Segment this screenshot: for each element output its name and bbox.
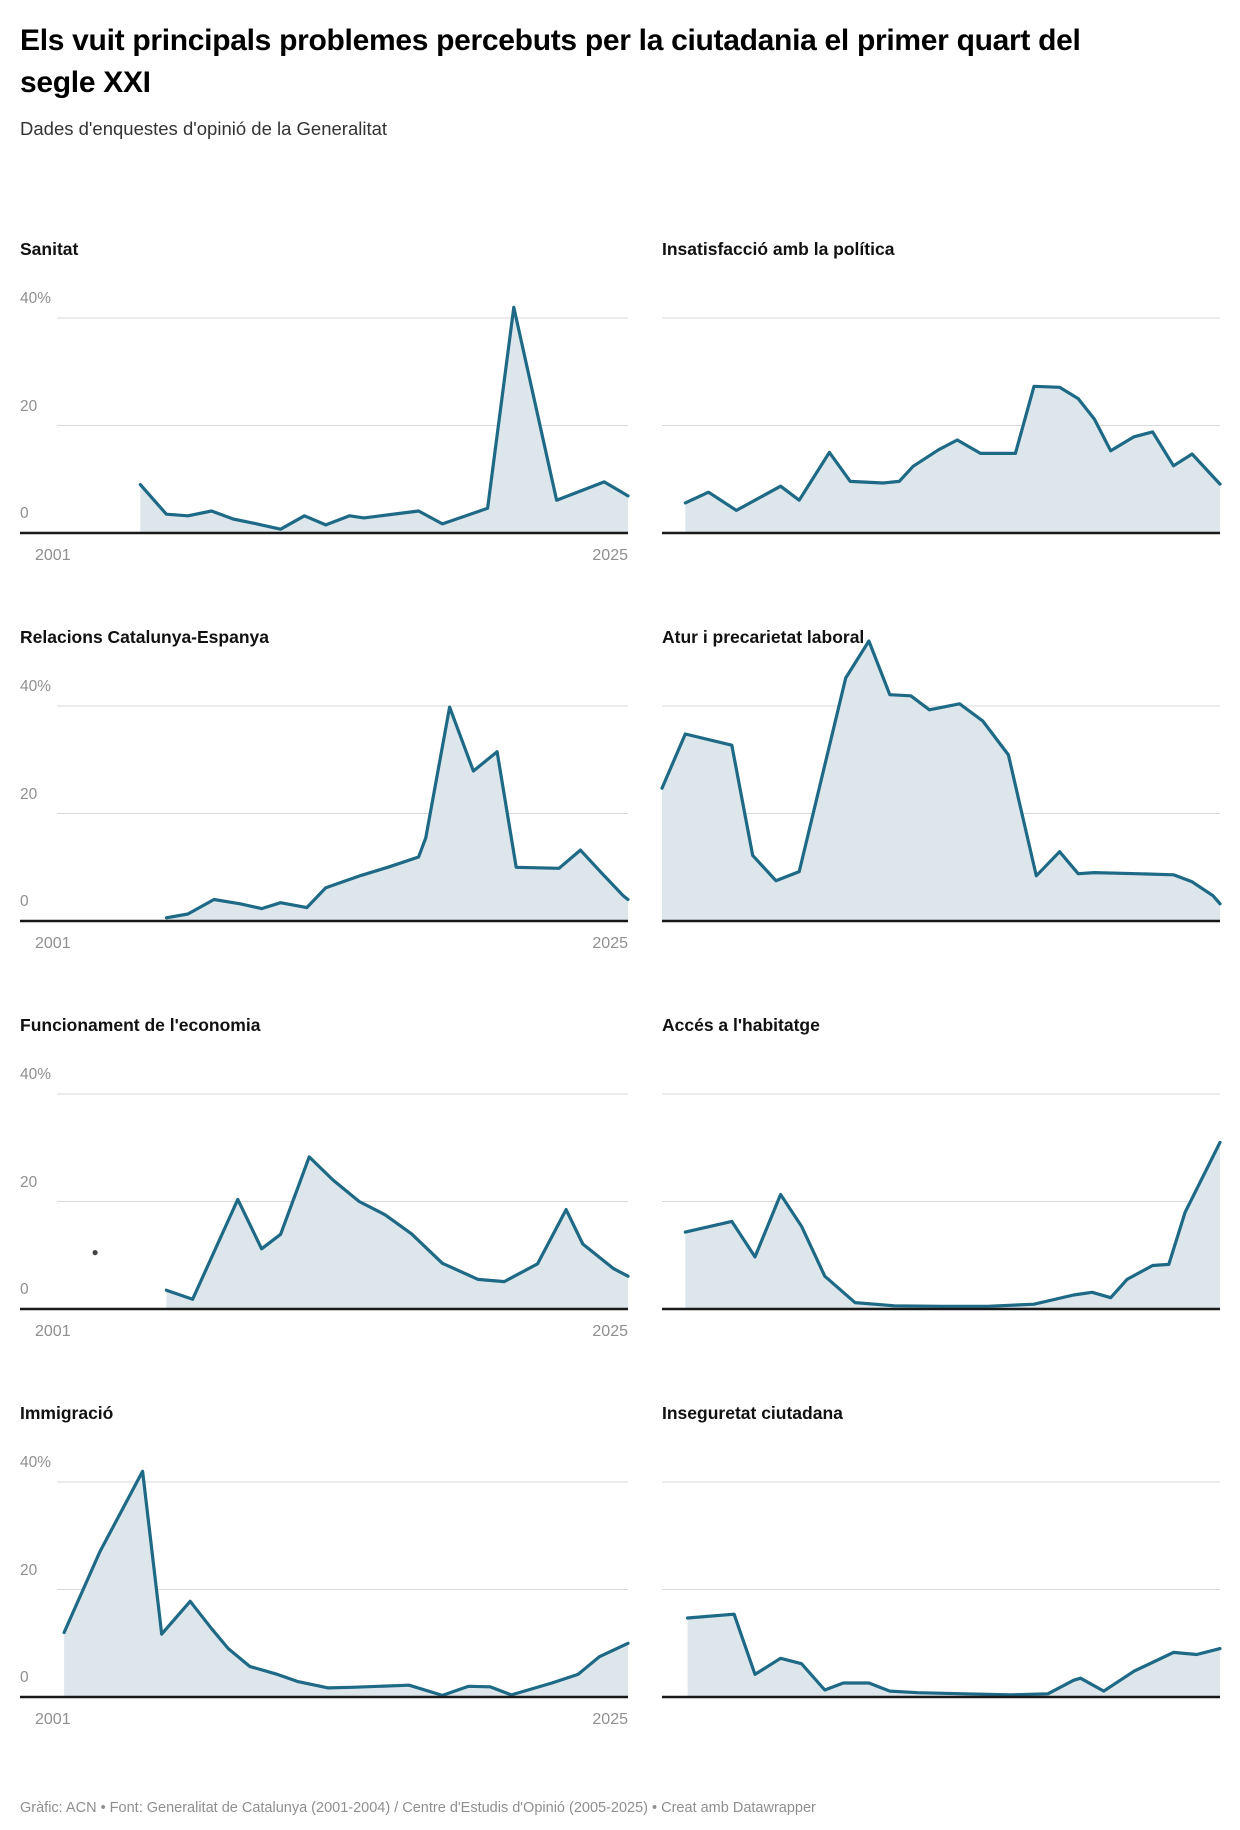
chart-cell-inseguretat: Inseguretat ciutadana bbox=[662, 1401, 1222, 1789]
y-axis-label-0: 0 bbox=[20, 505, 29, 523]
y-axis-label-20: 20 bbox=[20, 1174, 38, 1192]
small-multiples-grid: Sanitat 40% 20 0 2001 2025 Insatisfacció… bbox=[0, 237, 1240, 1789]
y-axis-label-40: 40% bbox=[20, 290, 52, 308]
chart-title-atur: Atur i precarietat laboral bbox=[662, 627, 865, 648]
chart-title-habitatge: Accés a l'habitatge bbox=[662, 1015, 820, 1036]
chart-title-inseguretat: Inseguretat ciutadana bbox=[662, 1403, 843, 1424]
chart-insatisfaccio-politica bbox=[662, 248, 1222, 538]
chart-title-relacions: Relacions Catalunya-Espanya bbox=[20, 627, 269, 648]
x-axis-labels: 2001 2025 bbox=[20, 546, 628, 572]
y-axis-label-20: 20 bbox=[20, 398, 38, 416]
page-subtitle: Dades d'enquestes d'opinió de la General… bbox=[20, 118, 388, 139]
chart-cell-insatisfaccio: Insatisfacció amb la política bbox=[662, 237, 1222, 625]
x-axis-labels: 2001 2025 bbox=[20, 1710, 628, 1736]
x-axis-label-last: 2025 bbox=[592, 547, 628, 565]
chart-relacions-catalunya-espanya: 40% 20 0 bbox=[20, 636, 630, 926]
y-axis-label-40: 40% bbox=[20, 1066, 52, 1084]
y-axis-label-20: 20 bbox=[20, 786, 38, 804]
x-axis-label-last: 2025 bbox=[592, 1711, 628, 1729]
chart-header: Els vuit principals problemes percebuts … bbox=[0, 20, 1240, 140]
chart-row-4: Immigració 40% 20 0 2001 2025 Insegureta… bbox=[0, 1401, 1240, 1789]
chart-title-immigracio: Immigració bbox=[20, 1403, 114, 1424]
sanitat-area-chart bbox=[20, 305, 630, 535]
x-axis-label-last: 2025 bbox=[592, 1323, 628, 1341]
chart-acces-habitatge bbox=[662, 1024, 1222, 1314]
chart-immigracio: 40% 20 0 bbox=[20, 1412, 630, 1702]
x-axis-label-last: 2025 bbox=[592, 935, 628, 953]
chart-sanitat: 40% 20 0 bbox=[20, 248, 630, 538]
immigracio-area-chart bbox=[20, 1469, 630, 1699]
y-axis-label-40: 40% bbox=[20, 678, 52, 696]
chart-cell-economia: Funcionament de l'economia 40% 20 0 2001… bbox=[20, 1013, 630, 1401]
y-axis-label-0: 0 bbox=[20, 1281, 29, 1299]
x-axis-label-first: 2001 bbox=[35, 935, 71, 953]
x-axis-labels: 2001 2025 bbox=[20, 1322, 628, 1348]
y-axis-label-20: 20 bbox=[20, 1562, 38, 1580]
atur-area-chart bbox=[660, 639, 1222, 923]
y-axis-label-0: 0 bbox=[20, 1669, 29, 1687]
inseguretat-area-chart bbox=[662, 1481, 1222, 1699]
chart-funcionament-economia: 40% 20 0 bbox=[20, 1024, 630, 1314]
chart-atur-precarietat bbox=[660, 636, 1222, 926]
chart-row-3: Funcionament de l'economia 40% 20 0 2001… bbox=[0, 1013, 1240, 1401]
chart-cell-sanitat: Sanitat 40% 20 0 2001 2025 bbox=[20, 237, 630, 625]
x-axis-label-first: 2001 bbox=[35, 1323, 71, 1341]
chart-cell-immigracio: Immigració 40% 20 0 2001 2025 bbox=[20, 1401, 630, 1789]
relacions-area-chart bbox=[20, 705, 630, 923]
economia-area-chart bbox=[20, 1093, 630, 1311]
x-axis-label-first: 2001 bbox=[35, 1711, 71, 1729]
x-axis-labels: 2001 2025 bbox=[20, 934, 628, 960]
insatisfaccio-area-chart bbox=[662, 317, 1222, 535]
chart-credit-footer: Gràfic: ACN • Font: Generalitat de Catal… bbox=[20, 1800, 816, 1817]
x-axis-label-first: 2001 bbox=[35, 547, 71, 565]
page-title: Els vuit principals problemes percebuts … bbox=[20, 24, 1081, 99]
chart-cell-habitatge: Accés a l'habitatge bbox=[662, 1013, 1222, 1401]
chart-row-1: Sanitat 40% 20 0 2001 2025 Insatisfacció… bbox=[0, 237, 1240, 625]
habitatge-area-chart bbox=[662, 1093, 1222, 1311]
chart-title-economia: Funcionament de l'economia bbox=[20, 1015, 261, 1036]
chart-title-sanitat: Sanitat bbox=[20, 239, 79, 260]
y-axis-label-40: 40% bbox=[20, 1454, 52, 1472]
chart-row-2: Relacions Catalunya-Espanya 40% 20 0 200… bbox=[0, 625, 1240, 1013]
chart-cell-atur: Atur i precarietat laboral bbox=[660, 625, 1222, 1013]
chart-inseguretat-ciutadana bbox=[662, 1412, 1222, 1702]
y-axis-label-0: 0 bbox=[20, 893, 29, 911]
chart-cell-relacions: Relacions Catalunya-Espanya 40% 20 0 200… bbox=[20, 625, 630, 1013]
chart-title-insatisfaccio: Insatisfacció amb la política bbox=[662, 239, 895, 260]
